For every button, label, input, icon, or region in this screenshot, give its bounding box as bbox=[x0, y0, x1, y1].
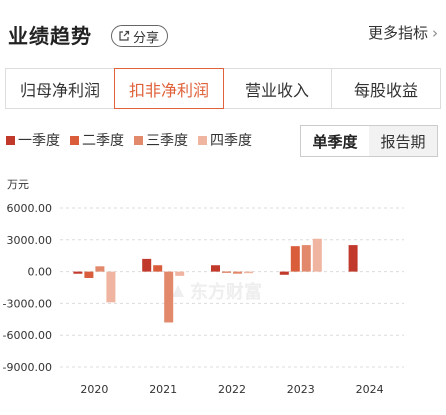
legend-item-q2[interactable]: 二季度 bbox=[70, 130, 124, 150]
chart-legend: 一季度 二季度 三季度 四季度 bbox=[6, 130, 252, 150]
y-tick-label: -6000.00 bbox=[3, 329, 52, 342]
legend-label-q4: 四季度 bbox=[210, 133, 252, 149]
bar bbox=[290, 246, 300, 272]
x-tick-label: 2021 bbox=[149, 383, 177, 396]
period-mode-toggle: 单季度 报告期 bbox=[300, 125, 438, 157]
tab-revenue[interactable]: 营业收入 bbox=[223, 69, 332, 108]
x-tick-label: 2022 bbox=[218, 383, 246, 396]
page-title: 业绩趋势 bbox=[8, 24, 92, 48]
legend-swatch-q3 bbox=[134, 135, 143, 145]
share-icon bbox=[119, 30, 130, 41]
bar bbox=[153, 265, 163, 272]
share-button[interactable]: 分享 bbox=[111, 25, 169, 47]
bar-chart: 6000.00 3000.00 0.00 -3000.00 -6000.00 -9000.… bbox=[3, 202, 404, 396]
y-tick-label: 0.00 bbox=[28, 266, 53, 279]
bar bbox=[301, 245, 311, 272]
y-tick-label: 6000.00 bbox=[7, 202, 53, 215]
more-indicators-label: 更多指标 bbox=[367, 24, 428, 42]
legend-item-q3[interactable]: 三季度 bbox=[134, 130, 188, 150]
x-tick-label: 2023 bbox=[287, 383, 315, 396]
bar bbox=[211, 265, 220, 272]
bar bbox=[142, 258, 152, 272]
legend-swatch-q4 bbox=[198, 135, 207, 145]
watermark-text: 东方财富 bbox=[190, 282, 262, 303]
metric-tabs: 归母净利润 扣非净利润 营业收入 每股收益 bbox=[5, 68, 441, 109]
header: 业绩趋势 分享 更多指标 › bbox=[0, 0, 446, 62]
chevron-right-icon: › bbox=[432, 23, 438, 42]
legend-swatch-q1 bbox=[6, 135, 15, 145]
tab-net-profit-parent[interactable]: 归母净利润 bbox=[6, 69, 115, 108]
more-indicators-link[interactable]: 更多指标 › bbox=[368, 22, 438, 43]
bar bbox=[233, 271, 242, 274]
report-period-button[interactable]: 报告期 bbox=[369, 126, 437, 156]
bar bbox=[106, 271, 116, 303]
bar bbox=[348, 245, 358, 272]
tab-net-profit-deducted[interactable]: 扣非净利润 bbox=[114, 68, 224, 109]
share-label: 分享 bbox=[133, 30, 160, 46]
bar bbox=[222, 271, 231, 273]
legend-label-q3: 三季度 bbox=[146, 133, 188, 149]
bar bbox=[73, 271, 83, 274]
legend-item-q1[interactable]: 一季度 bbox=[6, 130, 60, 150]
y-tick-label: -3000.00 bbox=[3, 297, 52, 310]
brand-logo-icon bbox=[172, 285, 184, 297]
legend-item-q4[interactable]: 四季度 bbox=[198, 130, 252, 150]
legend-swatch-q2 bbox=[70, 135, 79, 145]
legend-label-q2: 二季度 bbox=[82, 133, 124, 149]
watermark: 东方财富 bbox=[170, 278, 262, 304]
unit-label: 万元 bbox=[7, 178, 29, 191]
x-tick-label: 2024 bbox=[356, 383, 384, 396]
bar bbox=[175, 271, 185, 276]
single-quarter-button[interactable]: 单季度 bbox=[301, 126, 369, 156]
bar bbox=[84, 271, 94, 278]
bar bbox=[244, 271, 253, 274]
x-tick-label: 2020 bbox=[80, 383, 108, 396]
y-tick-label: 3000.00 bbox=[7, 234, 53, 247]
y-tick-label: -9000.00 bbox=[3, 361, 52, 374]
bar bbox=[164, 271, 174, 323]
tab-eps[interactable]: 每股收益 bbox=[353, 80, 418, 100]
legend-label-q1: 一季度 bbox=[18, 133, 60, 149]
bar bbox=[312, 238, 322, 272]
bar bbox=[279, 271, 289, 275]
bar bbox=[95, 266, 105, 272]
